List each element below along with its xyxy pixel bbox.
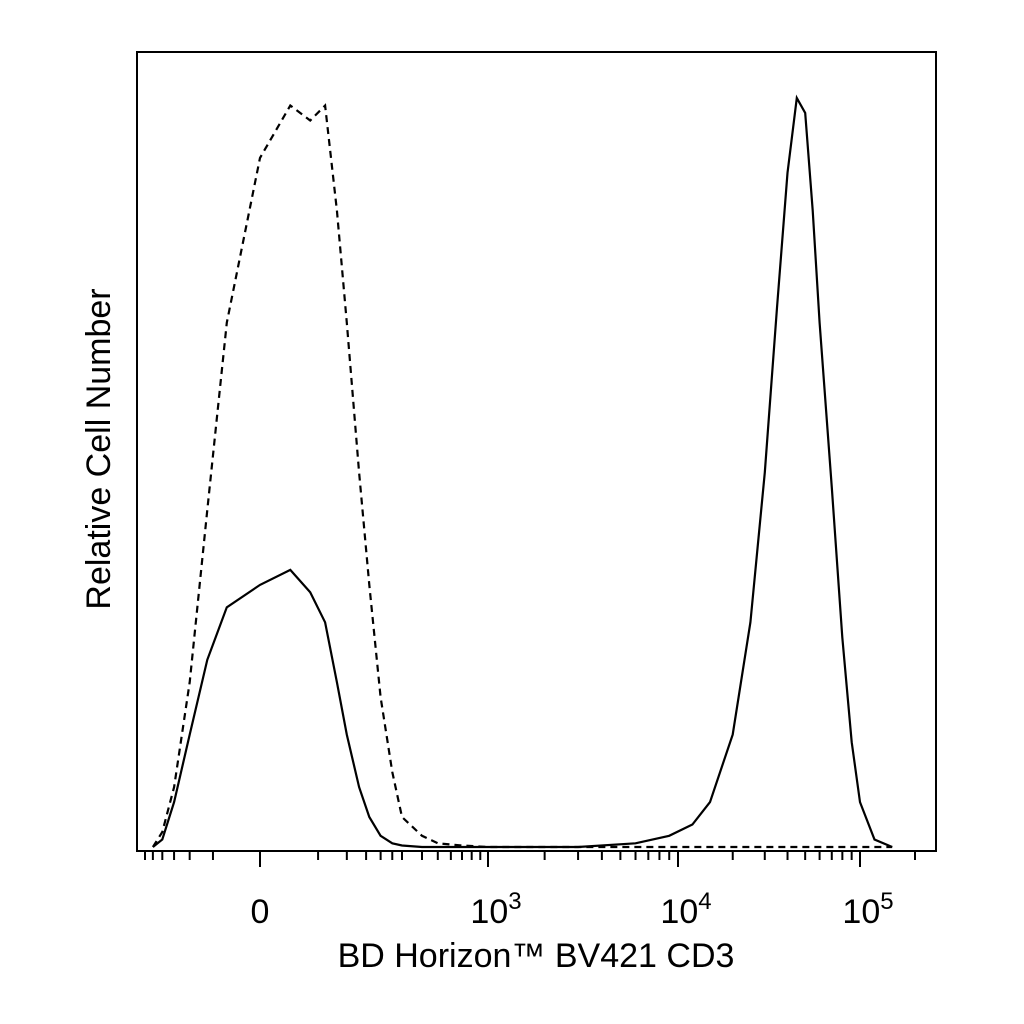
- x-tick-label: 105: [842, 888, 893, 931]
- series-layer: [151, 94, 893, 849]
- x-axis-label: BD Horizon™ BV421 CD3: [338, 937, 735, 975]
- y-axis-label: Relative Cell Number: [80, 288, 118, 609]
- x-axis-ticks: [144, 851, 916, 867]
- x-tick-label: 103: [470, 888, 521, 931]
- x-tick-labels: 0 103 104 105: [251, 888, 894, 931]
- plot-frame: [136, 51, 937, 852]
- x-tick-label: 104: [660, 888, 711, 931]
- x-tick-label: 0: [251, 893, 270, 931]
- series-cd3-stained: [152, 94, 893, 849]
